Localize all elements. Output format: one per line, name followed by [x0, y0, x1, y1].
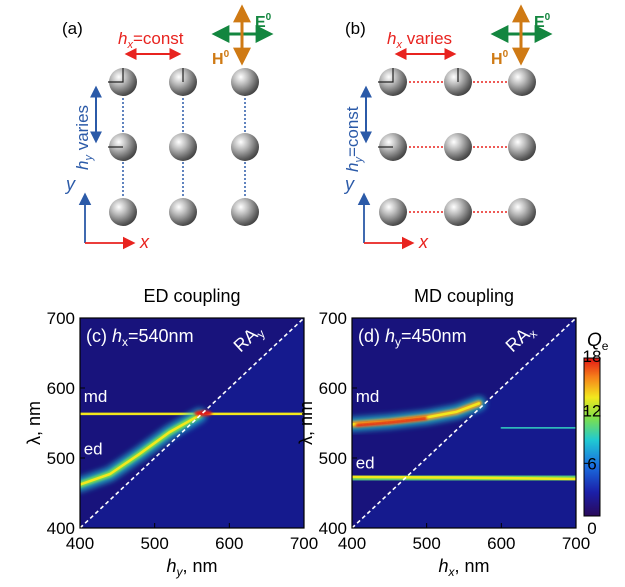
band-label-md: md — [356, 387, 380, 406]
sphere — [379, 198, 407, 226]
guide-line — [108, 68, 124, 83]
sphere — [109, 198, 137, 226]
x-axis-title: hy, nm — [166, 556, 217, 579]
band-ed-core — [352, 475, 576, 481]
chart-ed-coupling: 400 500 600 700 400 500 600 700 ED coupling λ, nm… — [24, 286, 318, 579]
panel-a: (a) hx=const hy varies E0 — [62, 4, 274, 252]
sphere — [508, 198, 536, 226]
colorbar-tick-label: 6 — [587, 454, 596, 473]
chart-title: MD coupling — [414, 286, 514, 306]
colorbar-label: Qe — [587, 330, 609, 353]
colorbar-tick-label: 12 — [583, 402, 602, 421]
y-axis-title: λ, nm — [24, 401, 44, 445]
panel-b-label: (b) — [345, 19, 366, 38]
sphere — [508, 133, 536, 161]
x-tick-label: 700 — [562, 534, 590, 553]
x-tick-label: 400 — [338, 534, 366, 553]
y-tick-label: 700 — [319, 309, 347, 328]
chart-md-coupling: 400 500 600 700 400 500 600 700 MD coupling λ, nm… — [296, 286, 590, 579]
hx-label: hx=const — [118, 29, 184, 51]
y-tick-label: 400 — [47, 519, 75, 538]
x-axis-label: x — [418, 232, 429, 252]
sphere — [231, 68, 259, 96]
y-axis-label: y — [64, 174, 76, 194]
sphere-grid-b — [379, 68, 536, 226]
hy-label: hy varies — [73, 105, 95, 170]
band-label-md: md — [84, 387, 108, 406]
sphere — [231, 198, 259, 226]
panel-label: (c) hx=540nm — [86, 326, 194, 349]
x-tick-label: 700 — [290, 534, 318, 553]
x-axis-title: hx, nm — [438, 556, 489, 579]
y-tick-label: 600 — [47, 379, 75, 398]
band-label-ed: ed — [356, 454, 375, 473]
e-field-label: E0 — [534, 12, 551, 31]
y-tick-label: 600 — [319, 379, 347, 398]
band-hotspot — [355, 416, 427, 427]
band-label-ed: ed — [84, 440, 103, 459]
x-tick-label: 500 — [412, 534, 440, 553]
y-axis-title: λ, nm — [296, 401, 316, 445]
guide-line — [378, 68, 394, 83]
panel-b: (b) hx varies hy=const E0 H0 y — [343, 4, 553, 252]
e-field-label: E0 — [255, 12, 272, 31]
colorbar-tick-label: 18 — [583, 347, 602, 366]
chart-title: ED coupling — [143, 286, 240, 306]
band-ed-core — [80, 414, 201, 486]
sphere — [169, 133, 197, 161]
panel-a-label: (a) — [62, 19, 83, 38]
panel-label: (d) hy=450nm — [358, 326, 467, 349]
sphere — [444, 133, 472, 161]
colorbar-tick-label: 0 — [587, 519, 596, 538]
y-tick-label: 500 — [47, 449, 75, 468]
sphere — [508, 68, 536, 96]
x-tick-label: 400 — [66, 534, 94, 553]
y-tick-label: 500 — [319, 449, 347, 468]
sphere — [444, 198, 472, 226]
plot-frame — [79, 317, 305, 529]
ra-line — [80, 318, 304, 528]
h-field-label: H0 — [491, 49, 509, 68]
plot-frame — [351, 317, 577, 529]
x-tick-label: 500 — [140, 534, 168, 553]
colorbar-gradient — [583, 357, 601, 517]
hy-label: hy=const — [343, 106, 365, 172]
h-field-label: H0 — [212, 49, 230, 68]
hx-label: hx varies — [387, 29, 452, 51]
sphere-grid-a — [109, 68, 259, 226]
ra-line — [352, 318, 576, 528]
sphere — [231, 133, 259, 161]
x-tick-label: 600 — [215, 534, 243, 553]
y-tick-label: 700 — [47, 309, 75, 328]
x-tick-label: 600 — [487, 534, 515, 553]
y-tick-label: 400 — [319, 519, 347, 538]
y-axis-label: y — [343, 174, 355, 194]
sphere — [169, 198, 197, 226]
x-axis-label: x — [139, 232, 150, 252]
